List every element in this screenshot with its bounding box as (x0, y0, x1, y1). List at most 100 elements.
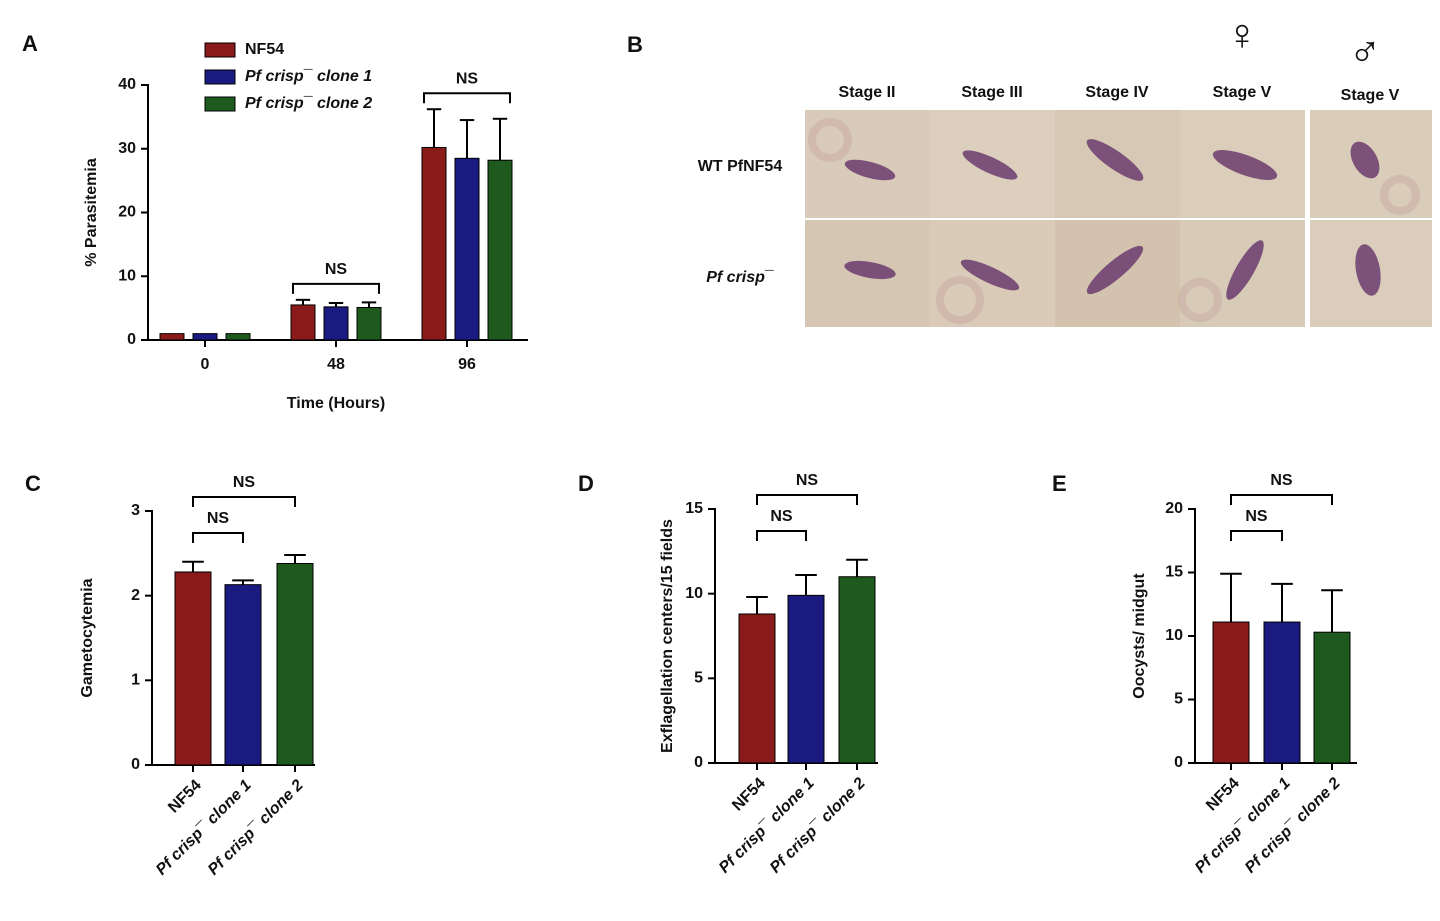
annotation: NS (1270, 472, 1293, 489)
bar (192, 333, 218, 341)
bar (738, 613, 776, 764)
row-label: Pf crisp¯ (706, 269, 774, 286)
annotation: NS (207, 510, 230, 527)
error-bar (459, 119, 475, 159)
y-axis-label: % Parasitemia (83, 158, 100, 267)
error-bar (295, 298, 311, 305)
y-tick-label: 0 (694, 754, 703, 771)
error-bar (426, 108, 442, 148)
bar (290, 304, 316, 341)
y-tick-label: 15 (685, 500, 703, 517)
column-label: Stage V (1341, 87, 1400, 104)
significance-bracket (1230, 530, 1283, 541)
annotation: NS (233, 474, 256, 491)
error-bar (284, 554, 306, 564)
x-tick-label: Pf crisp¯ clone 1 (1192, 775, 1294, 877)
y-tick-label: 40 (118, 76, 136, 93)
error-bar (1271, 582, 1293, 623)
bar (1263, 621, 1301, 764)
y-axis-label: Exflagellation centers/15 fields (659, 519, 676, 753)
bar (159, 333, 185, 341)
annotation: NS (325, 261, 348, 278)
significance-bracket (756, 494, 858, 505)
y-tick-label: 0 (131, 756, 140, 773)
error-bar (1321, 589, 1343, 633)
significance-bracket (1230, 494, 1333, 505)
panel-label: C (25, 471, 41, 496)
error-bar (182, 560, 204, 572)
error-bar (492, 117, 508, 161)
error-bar (1220, 572, 1242, 623)
y-tick-label: 2 (131, 587, 140, 604)
bar (487, 159, 513, 341)
y-axis-label: Gametocytemia (79, 578, 96, 697)
y-tick-label: 0 (1174, 754, 1183, 771)
bar (323, 306, 349, 341)
y-tick-label: 10 (118, 267, 136, 284)
legend-label: Pf crisp¯ clone 1 (245, 68, 372, 85)
panel-label: B (627, 32, 643, 57)
row-label: WT PfNF54 (698, 158, 783, 175)
bar (224, 584, 262, 766)
legend-swatch (204, 42, 236, 58)
y-tick-label: 15 (1165, 564, 1183, 581)
column-label: Stage V (1213, 84, 1272, 101)
annotation: NS (456, 70, 479, 87)
bar (276, 562, 314, 766)
x-tick-label: Pf crisp¯ clone 1 (716, 775, 818, 877)
panel-label: E (1052, 471, 1067, 496)
error-bar (361, 301, 377, 308)
bar (225, 333, 251, 341)
bar (1212, 621, 1250, 764)
panel-label: A (22, 31, 38, 56)
error-bar (232, 579, 254, 585)
y-tick-label: 10 (1165, 627, 1183, 644)
x-tick-label: NF54 (165, 777, 205, 817)
significance-bracket (423, 92, 511, 104)
y-tick-label: 5 (694, 670, 703, 687)
bar (838, 576, 876, 764)
bar (1313, 631, 1351, 764)
x-tick-label: Pf crisp¯ clone 2 (767, 775, 869, 877)
column-label: Stage III (961, 84, 1022, 101)
x-tick-label: NF54 (1203, 775, 1243, 815)
micrograph-grid (805, 110, 1432, 327)
x-tick-label: Pf crisp¯ clone 2 (1242, 775, 1344, 877)
bar (454, 157, 480, 341)
x-axis-label: Time (Hours) (287, 395, 385, 412)
panel-label: D (578, 471, 594, 496)
significance-bracket (756, 530, 807, 541)
sex-symbol: ♀ (1226, 11, 1259, 60)
significance-bracket (192, 496, 296, 507)
y-tick-label: 3 (131, 502, 140, 519)
legend-label: NF54 (245, 41, 284, 58)
annotation: NS (770, 508, 793, 525)
parasites (844, 139, 1381, 300)
column-label: Stage II (839, 84, 896, 101)
bar (421, 146, 447, 341)
x-tick-label: 0 (201, 356, 210, 373)
annotation: NS (796, 472, 819, 489)
y-tick-label: 20 (118, 204, 136, 221)
y-tick-label: 0 (127, 331, 136, 348)
bar (787, 594, 825, 764)
x-tick-label: 48 (327, 356, 345, 373)
significance-bracket (192, 532, 244, 543)
legend-label: Pf crisp¯ clone 2 (245, 95, 372, 112)
significance-bracket (292, 282, 380, 294)
y-tick-label: 30 (118, 140, 136, 157)
sex-symbol: ♂ (1349, 28, 1382, 77)
bar (174, 571, 212, 766)
x-tick-label: 96 (458, 356, 476, 373)
y-tick-label: 10 (685, 585, 703, 602)
column-label: Stage IV (1085, 84, 1148, 101)
x-tick-label: Pf crisp¯ clone 1 (153, 777, 255, 879)
error-bar (846, 558, 868, 577)
error-bar (328, 302, 344, 307)
y-tick-label: 5 (1174, 691, 1183, 708)
bar (356, 306, 382, 341)
error-bar (746, 596, 768, 614)
x-tick-label: NF54 (729, 775, 769, 815)
y-tick-label: 1 (131, 672, 140, 689)
